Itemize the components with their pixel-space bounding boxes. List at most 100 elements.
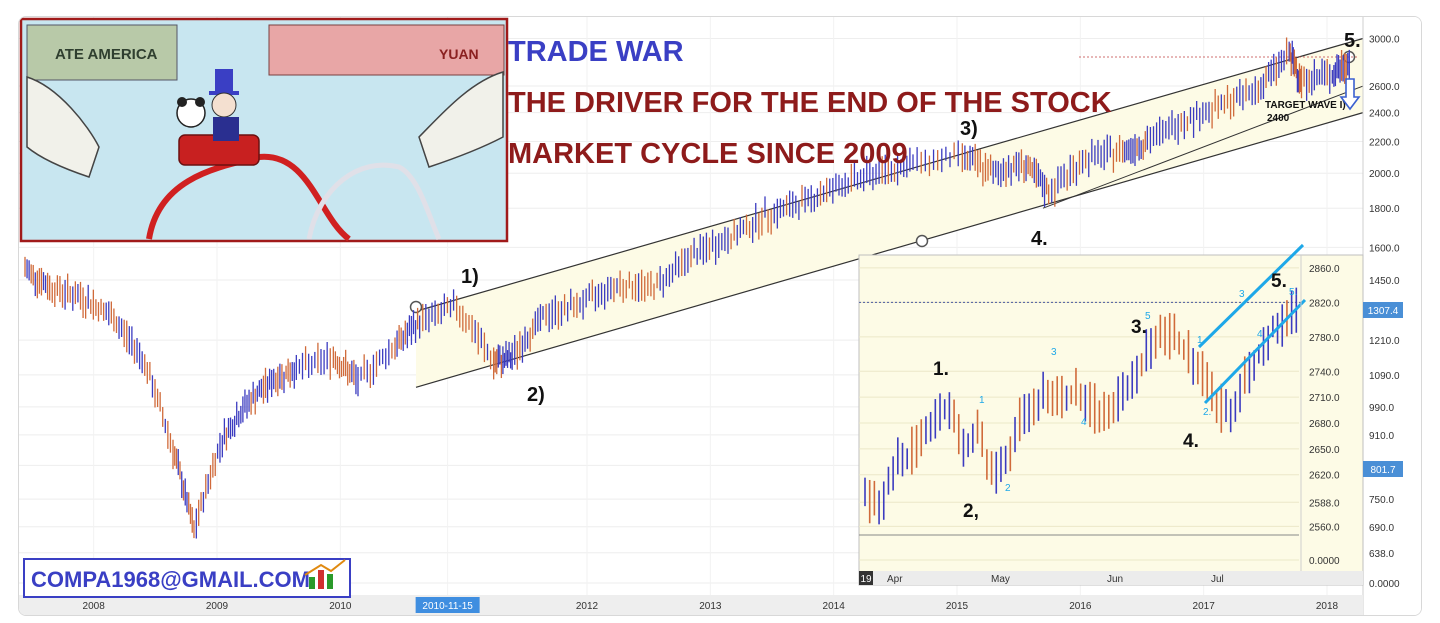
price-tag-2 xyxy=(1363,461,1403,477)
inset-sub-3b: 3 xyxy=(1239,289,1245,300)
time-tick-label: 2013 xyxy=(699,601,722,612)
price-tick-label: 1210.0 xyxy=(1369,336,1400,347)
anchor-point-2 xyxy=(915,234,929,248)
inset-wave-5: 5. xyxy=(1271,271,1287,292)
channel-fill xyxy=(416,38,1363,388)
inset-time-tick-label: May xyxy=(991,574,1010,585)
wave-4-label: 4. xyxy=(1031,228,1048,250)
inset-time-tick-label: Jun xyxy=(1107,574,1123,585)
inset-time-tick-label: Jul xyxy=(1211,574,1224,585)
price-tick-label: 1090.0 xyxy=(1369,371,1400,382)
time-tick-label: 2010-11-15 xyxy=(422,601,473,612)
price-tick-label: 2400.0 xyxy=(1369,109,1400,120)
price-axis: 3000.0 2600.0 2400.0 2200.0 2000.0 1800.0 1600… xyxy=(1369,34,1400,590)
price-tick-label: 2200.0 xyxy=(1369,138,1400,149)
main-chart: 1) 2) 3) 4. 5. TARGET WAVE I) 2400 3000.… xyxy=(19,17,1421,615)
time-tick-label: 2014 xyxy=(823,601,846,612)
stock-chart-icon xyxy=(304,559,346,589)
inset-price-tick-label: 2820.0 xyxy=(1309,298,1340,309)
time-tick-label: 2010 xyxy=(329,601,352,612)
headline-line-3: MARKET CYCLE SINCE 2009 xyxy=(508,138,908,170)
price-tick-label: 638.0 xyxy=(1369,549,1394,560)
down-arrow-icon xyxy=(1339,78,1361,111)
wave-3-label: 3) xyxy=(960,118,978,140)
inset-sub-1: 1 xyxy=(979,395,985,406)
inset-price-tick-label: 2740.0 xyxy=(1309,367,1340,378)
time-tick-label: 2018 xyxy=(1316,601,1339,612)
inset-sub-5: 5 xyxy=(1145,311,1151,322)
time-axis-bg xyxy=(19,595,1363,615)
inset-wave-1: 1. xyxy=(933,359,949,380)
inset-sub-2: 2 xyxy=(1005,483,1011,494)
price-tick-label: 690.0 xyxy=(1369,523,1394,534)
inset-sub-3: 3 xyxy=(1051,347,1057,358)
price-tag-1-text: 1307.4 xyxy=(1368,306,1399,317)
email-text: COMPA1968@GMAIL.COM xyxy=(31,567,310,592)
inset-channel-upper xyxy=(1197,243,1305,349)
price-tick-label: 1450.0 xyxy=(1369,276,1400,287)
price-tick-label: 750.0 xyxy=(1369,495,1394,506)
inset-price-tick-label: 2588.0 xyxy=(1309,498,1340,509)
time-tick-label: 2015 xyxy=(946,601,969,612)
chart-frame: 1) 2) 3) 4. 5. TARGET WAVE I) 2400 3000.… xyxy=(18,16,1422,616)
panda-icon xyxy=(176,97,206,128)
inset-time-axis: 19 Apr May Jun Jul xyxy=(860,574,1223,585)
price-tick-label: 0.0000 xyxy=(1369,579,1400,590)
price-bars xyxy=(24,37,1350,539)
bill-right-text: YUAN xyxy=(439,46,479,62)
highlighted-date-bg xyxy=(415,597,480,613)
inset-price-tick-label: 2650.0 xyxy=(1309,445,1340,456)
price-tag-1 xyxy=(1363,302,1403,318)
inset-sub-4: 4 xyxy=(1081,417,1087,428)
inset-price-tick-label: 2780.0 xyxy=(1309,333,1340,344)
channel-upper-line xyxy=(415,37,1364,312)
inset-channel-lower xyxy=(1203,298,1307,405)
wave-2-label: 2) xyxy=(527,384,545,406)
inset-price-tick-label: 2560.0 xyxy=(1309,522,1340,533)
time-axis: 2008 2009 2010 2010-11-15 2012 2013 2014 2015 20… xyxy=(83,597,1339,613)
inset-wave-4: 4. xyxy=(1183,431,1199,452)
headline-line-2: THE DRIVER FOR THE END OF THE STOCK xyxy=(508,87,1112,119)
price-tick-label: 990.0 xyxy=(1369,403,1394,414)
price-tick-label: 2600.0 xyxy=(1369,82,1400,93)
inset-price-axis: 2860.0 2820.0 2780.0 2740.0 2710.0 2680.0 2650… xyxy=(1300,255,1340,571)
inset-sub-5b: 5. xyxy=(1289,287,1297,298)
price-tick-label: 910.0 xyxy=(1369,431,1394,442)
wave-5-label: 5. xyxy=(1344,30,1361,52)
anchor-point-1 xyxy=(409,300,423,314)
time-tick-label: 2008 xyxy=(83,601,106,612)
wave4-trendline xyxy=(1042,85,1364,209)
target-wave-label: TARGET WAVE I) xyxy=(1265,100,1346,111)
price-tag-2-text: 801.7 xyxy=(1370,465,1395,476)
inset-wave-2: 2, xyxy=(963,501,979,522)
inset-price-tick-label: 2710.0 xyxy=(1309,393,1340,404)
inset-chart: 2860.0 2820.0 2780.0 2740.0 2710.0 2680.0 2650… xyxy=(858,243,1364,586)
roller-coaster-icon xyxy=(146,134,442,242)
inset-sub-1b: 1. xyxy=(1197,335,1205,346)
wave-1-label: 1) xyxy=(461,266,479,288)
inset-background xyxy=(858,254,1364,586)
inset-sub-4b: 4 xyxy=(1257,329,1263,340)
time-tick-label: 2017 xyxy=(1193,601,1216,612)
channel-lower-line xyxy=(415,112,1364,388)
inset-wave-3: 3. xyxy=(1131,317,1147,338)
headline-line-1: TRADE WAR xyxy=(508,36,684,68)
uncle-sam-icon xyxy=(209,69,239,141)
email-badge: COMPA1968@GMAIL.COM xyxy=(23,558,351,598)
time-tick-label: 2012 xyxy=(576,601,599,612)
inset-sub-2b: 2. xyxy=(1203,407,1211,418)
inset-price-tick-label: 2860.0 xyxy=(1309,264,1340,275)
trade-war-cartoon: ATE AMERICA YUAN xyxy=(19,17,509,243)
price-tick-label: 2000.0 xyxy=(1369,169,1400,180)
inset-price-tick-label: 2620.0 xyxy=(1309,471,1340,482)
inset-price-tick-label: 0.0000 xyxy=(1309,556,1340,567)
price-tick-label: 1600.0 xyxy=(1369,243,1400,254)
bill-left-text: ATE AMERICA xyxy=(55,46,158,63)
inset-time-tick-label: Apr xyxy=(887,574,903,585)
time-tick-label: 2009 xyxy=(206,601,229,612)
time-tick-label: 2016 xyxy=(1069,601,1092,612)
inset-price-tick-label: 2680.0 xyxy=(1309,419,1340,430)
price-tick-label: 1800.0 xyxy=(1369,204,1400,215)
target-value: 2400 xyxy=(1267,113,1290,124)
price-tick-label: 3000.0 xyxy=(1369,34,1400,45)
